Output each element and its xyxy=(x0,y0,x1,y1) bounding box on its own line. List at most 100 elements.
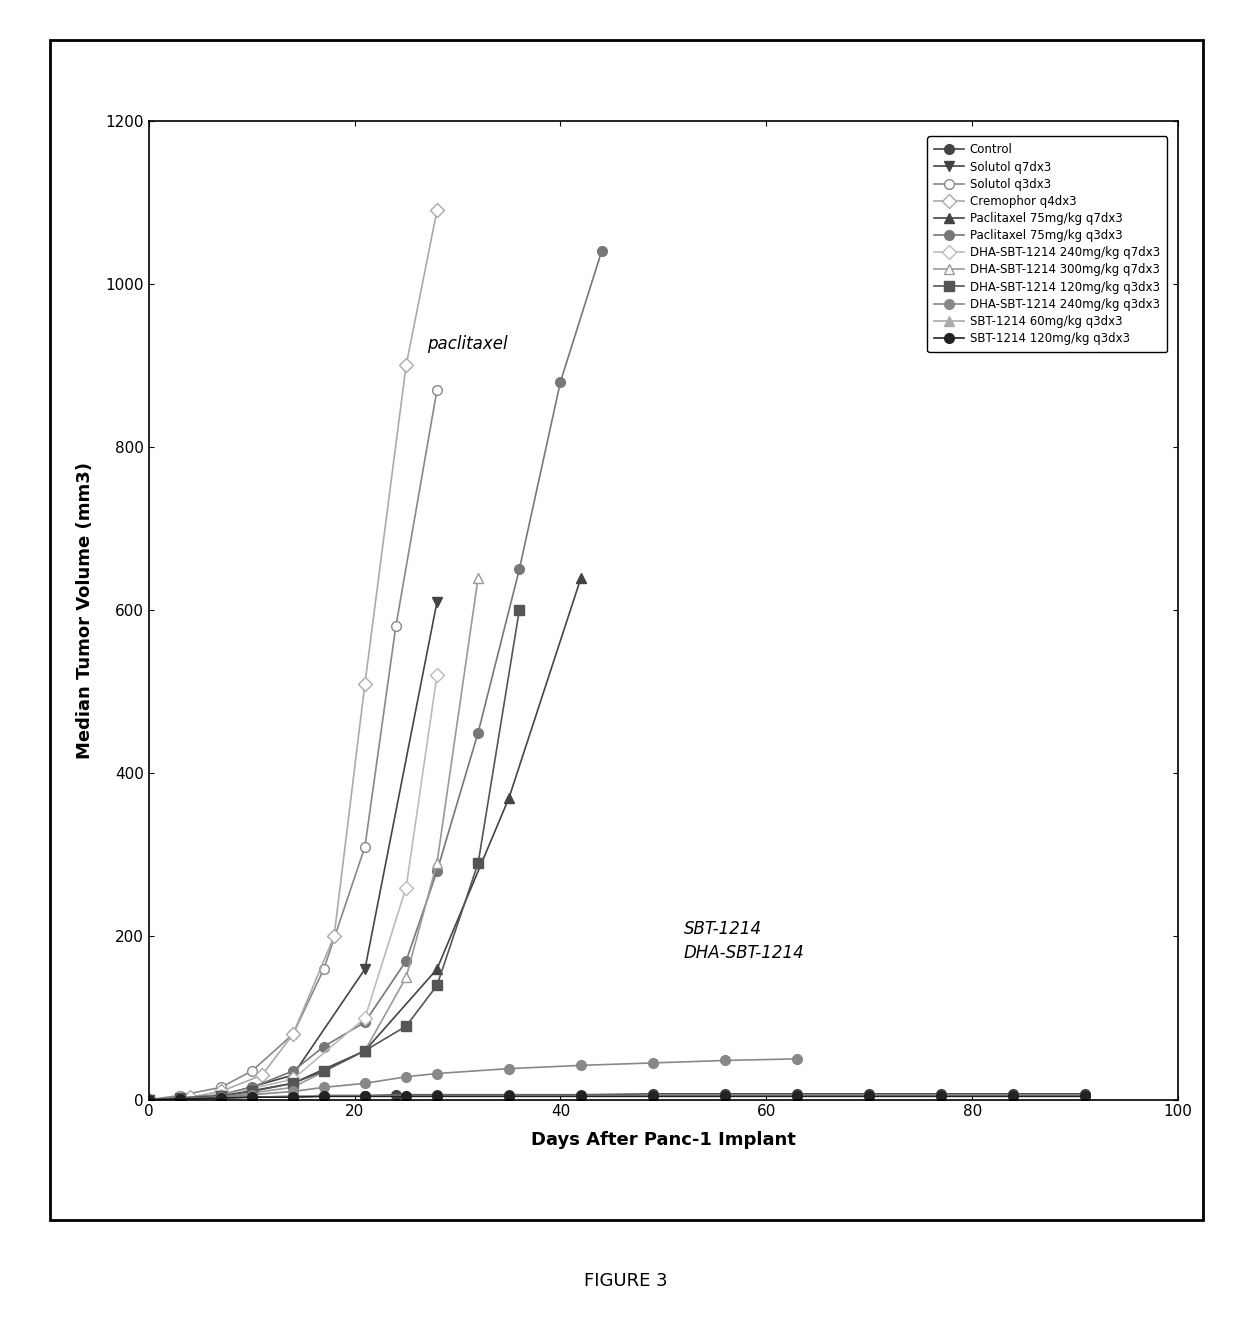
DHA-SBT-1214 240mg/kg q3dx3 xyxy=(399,1069,414,1085)
SBT-1214 60mg/kg q3dx3 xyxy=(357,1088,372,1104)
Paclitaxel 75mg/kg q7dx3 xyxy=(285,1075,300,1092)
SBT-1214 60mg/kg q3dx3 xyxy=(172,1090,187,1106)
DHA-SBT-1214 120mg/kg q3dx3 xyxy=(512,602,527,618)
Cremophor q4dx3 xyxy=(213,1084,228,1100)
SBT-1214 120mg/kg q3dx3 xyxy=(244,1089,259,1105)
Control xyxy=(172,1090,187,1106)
Paclitaxel 75mg/kg q3dx3 xyxy=(429,864,444,880)
Solutol q3dx3 xyxy=(357,838,372,854)
SBT-1214 60mg/kg q3dx3 xyxy=(790,1088,805,1104)
Paclitaxel 75mg/kg q3dx3 xyxy=(399,953,414,970)
DHA-SBT-1214 240mg/kg q3dx3 xyxy=(141,1092,156,1108)
DHA-SBT-1214 240mg/kg q3dx3 xyxy=(357,1075,372,1092)
DHA-SBT-1214 120mg/kg q3dx3 xyxy=(213,1088,228,1104)
Text: paclitaxel: paclitaxel xyxy=(427,335,507,353)
SBT-1214 60mg/kg q3dx3 xyxy=(141,1092,156,1108)
Control xyxy=(285,1089,300,1105)
Y-axis label: Median Tumor Volume (mm3): Median Tumor Volume (mm3) xyxy=(77,461,94,759)
SBT-1214 60mg/kg q3dx3 xyxy=(646,1088,661,1104)
SBT-1214 120mg/kg q3dx3 xyxy=(357,1089,372,1105)
DHA-SBT-1214 120mg/kg q3dx3 xyxy=(172,1090,187,1106)
DHA-SBT-1214 240mg/kg q3dx3 xyxy=(790,1051,805,1067)
Paclitaxel 75mg/kg q3dx3 xyxy=(285,1063,300,1080)
Text: FIGURE 3: FIGURE 3 xyxy=(584,1271,668,1290)
Paclitaxel 75mg/kg q3dx3 xyxy=(357,1014,372,1030)
DHA-SBT-1214 240mg/kg q3dx3 xyxy=(285,1084,300,1100)
DHA-SBT-1214 120mg/kg q3dx3 xyxy=(316,1063,331,1080)
Cremophor q4dx3 xyxy=(285,1026,300,1042)
Solutol q3dx3 xyxy=(141,1092,156,1108)
Line: SBT-1214 120mg/kg q3dx3: SBT-1214 120mg/kg q3dx3 xyxy=(144,1092,1090,1105)
SBT-1214 60mg/kg q3dx3 xyxy=(862,1088,877,1104)
Line: DHA-SBT-1214 240mg/kg q7dx3: DHA-SBT-1214 240mg/kg q7dx3 xyxy=(144,670,441,1105)
Solutol q3dx3 xyxy=(285,1026,300,1042)
Solutol q7dx3 xyxy=(213,1088,228,1104)
Cremophor q4dx3 xyxy=(254,1067,269,1084)
SBT-1214 120mg/kg q3dx3 xyxy=(399,1089,414,1105)
DHA-SBT-1214 300mg/kg q7dx3 xyxy=(357,1043,372,1059)
Line: Control: Control xyxy=(144,1089,1090,1105)
Cremophor q4dx3 xyxy=(429,202,444,219)
SBT-1214 60mg/kg q3dx3 xyxy=(1006,1088,1021,1104)
DHA-SBT-1214 120mg/kg q3dx3 xyxy=(285,1075,300,1092)
Paclitaxel 75mg/kg q3dx3 xyxy=(316,1038,331,1054)
Control xyxy=(501,1086,516,1102)
Control xyxy=(244,1089,259,1105)
DHA-SBT-1214 240mg/kg q7dx3 xyxy=(213,1088,228,1104)
DHA-SBT-1214 240mg/kg q7dx3 xyxy=(399,880,414,896)
Control xyxy=(646,1086,661,1102)
DHA-SBT-1214 240mg/kg q7dx3 xyxy=(429,668,444,684)
Line: Paclitaxel 75mg/kg q7dx3: Paclitaxel 75mg/kg q7dx3 xyxy=(144,573,587,1105)
SBT-1214 120mg/kg q3dx3 xyxy=(1078,1089,1092,1105)
Control xyxy=(357,1088,372,1104)
Paclitaxel 75mg/kg q7dx3 xyxy=(141,1092,156,1108)
Control xyxy=(141,1092,156,1108)
SBT-1214 120mg/kg q3dx3 xyxy=(574,1089,589,1105)
DHA-SBT-1214 120mg/kg q3dx3 xyxy=(471,856,486,872)
Control xyxy=(1006,1086,1021,1102)
Paclitaxel 75mg/kg q3dx3 xyxy=(213,1086,228,1102)
Solutol q3dx3 xyxy=(388,618,403,634)
Paclitaxel 75mg/kg q3dx3 xyxy=(172,1090,187,1106)
DHA-SBT-1214 120mg/kg q3dx3 xyxy=(244,1084,259,1100)
SBT-1214 120mg/kg q3dx3 xyxy=(934,1089,949,1105)
Solutol q7dx3 xyxy=(285,1067,300,1084)
DHA-SBT-1214 120mg/kg q3dx3 xyxy=(141,1092,156,1108)
DHA-SBT-1214 240mg/kg q3dx3 xyxy=(172,1090,187,1106)
Cremophor q4dx3 xyxy=(357,676,372,692)
DHA-SBT-1214 300mg/kg q7dx3 xyxy=(471,570,486,586)
Control xyxy=(429,1086,444,1102)
DHA-SBT-1214 240mg/kg q3dx3 xyxy=(718,1053,733,1069)
Control xyxy=(574,1086,589,1102)
DHA-SBT-1214 300mg/kg q7dx3 xyxy=(213,1089,228,1105)
Cremophor q4dx3 xyxy=(141,1092,156,1108)
SBT-1214 60mg/kg q3dx3 xyxy=(718,1088,733,1104)
Control xyxy=(790,1086,805,1102)
DHA-SBT-1214 300mg/kg q7dx3 xyxy=(429,856,444,872)
Cremophor q4dx3 xyxy=(326,928,341,944)
Control xyxy=(388,1086,403,1102)
Paclitaxel 75mg/kg q3dx3 xyxy=(471,724,486,740)
Legend: Control, Solutol q7dx3, Solutol q3dx3, Cremophor q4dx3, Paclitaxel 75mg/kg q7dx3: Control, Solutol q7dx3, Solutol q3dx3, C… xyxy=(928,137,1167,351)
SBT-1214 60mg/kg q3dx3 xyxy=(285,1089,300,1105)
SBT-1214 120mg/kg q3dx3 xyxy=(862,1089,877,1105)
X-axis label: Days After Panc-1 Implant: Days After Panc-1 Implant xyxy=(531,1130,796,1149)
DHA-SBT-1214 240mg/kg q3dx3 xyxy=(646,1055,661,1071)
DHA-SBT-1214 240mg/kg q3dx3 xyxy=(316,1080,331,1096)
Line: Solutol q7dx3: Solutol q7dx3 xyxy=(144,597,441,1105)
Solutol q7dx3 xyxy=(429,594,444,610)
Line: Solutol q3dx3: Solutol q3dx3 xyxy=(144,385,441,1105)
SBT-1214 60mg/kg q3dx3 xyxy=(316,1088,331,1104)
Line: DHA-SBT-1214 240mg/kg q3dx3: DHA-SBT-1214 240mg/kg q3dx3 xyxy=(144,1054,802,1105)
SBT-1214 120mg/kg q3dx3 xyxy=(285,1089,300,1105)
Paclitaxel 75mg/kg q3dx3 xyxy=(553,374,568,390)
SBT-1214 120mg/kg q3dx3 xyxy=(1006,1089,1021,1105)
Paclitaxel 75mg/kg q7dx3 xyxy=(213,1089,228,1105)
DHA-SBT-1214 120mg/kg q3dx3 xyxy=(357,1043,372,1059)
SBT-1214 60mg/kg q3dx3 xyxy=(429,1088,444,1104)
Line: DHA-SBT-1214 120mg/kg q3dx3: DHA-SBT-1214 120mg/kg q3dx3 xyxy=(144,605,525,1105)
DHA-SBT-1214 240mg/kg q3dx3 xyxy=(213,1089,228,1105)
Cremophor q4dx3 xyxy=(182,1089,197,1105)
DHA-SBT-1214 240mg/kg q7dx3 xyxy=(141,1092,156,1108)
SBT-1214 120mg/kg q3dx3 xyxy=(141,1092,156,1108)
